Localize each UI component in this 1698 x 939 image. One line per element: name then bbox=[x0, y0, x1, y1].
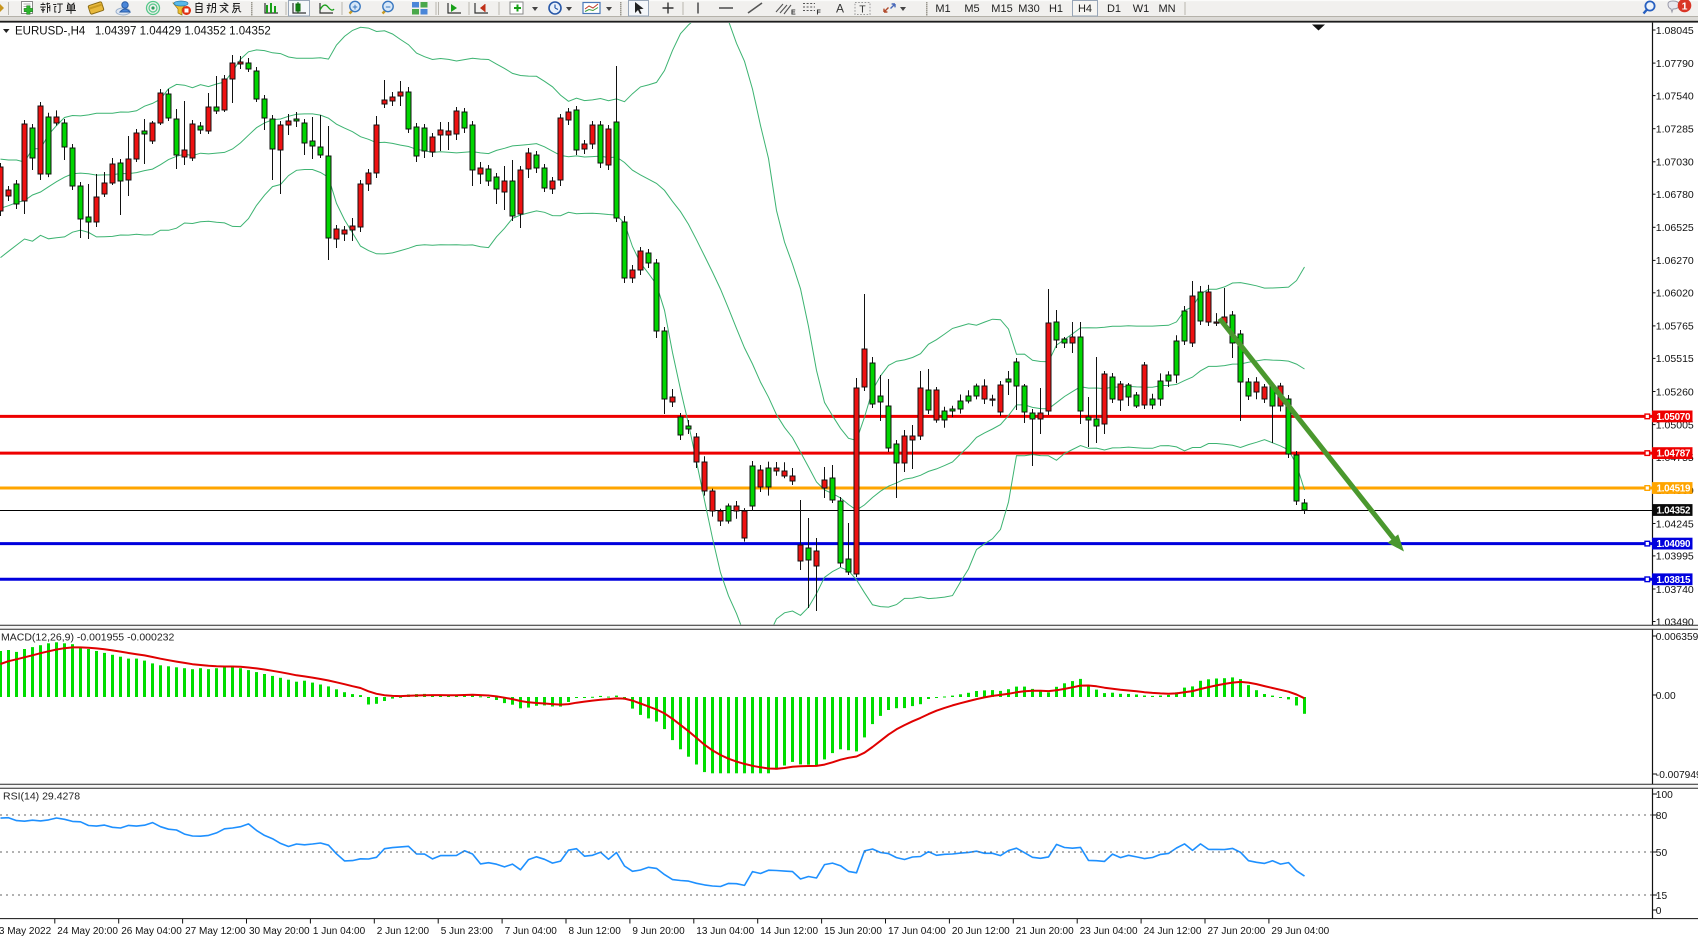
svg-text:2 Jun 12:00: 2 Jun 12:00 bbox=[377, 926, 430, 937]
svg-text:50: 50 bbox=[1656, 848, 1668, 859]
svg-text:27 May 12:00: 27 May 12:00 bbox=[185, 926, 246, 937]
svg-text:W1: W1 bbox=[1133, 3, 1150, 15]
svg-text:1.03815: 1.03815 bbox=[1657, 575, 1691, 586]
svg-text:1.05005: 1.05005 bbox=[1656, 419, 1694, 431]
svg-text:RSI(14) 29.4278: RSI(14) 29.4278 bbox=[3, 791, 80, 803]
svg-text:D1: D1 bbox=[1107, 3, 1121, 15]
svg-text:15: 15 bbox=[1656, 891, 1668, 902]
svg-text:1.04090: 1.04090 bbox=[1657, 539, 1691, 550]
svg-text:1.05765: 1.05765 bbox=[1656, 321, 1694, 333]
svg-text:9 Jun 20:00: 9 Jun 20:00 bbox=[632, 926, 685, 937]
svg-text:24 May 20:00: 24 May 20:00 bbox=[57, 926, 118, 937]
svg-text:8 Jun 12:00: 8 Jun 12:00 bbox=[569, 926, 622, 937]
svg-text:1.04787: 1.04787 bbox=[1657, 449, 1691, 460]
svg-text:1.07790: 1.07790 bbox=[1656, 58, 1694, 70]
svg-text:1.07540: 1.07540 bbox=[1656, 90, 1694, 102]
svg-text:1.08045: 1.08045 bbox=[1656, 25, 1694, 37]
svg-text:0.006359: 0.006359 bbox=[1656, 632, 1698, 643]
svg-text:24 Jun 12:00: 24 Jun 12:00 bbox=[1144, 926, 1202, 937]
svg-text:E: E bbox=[791, 10, 796, 17]
svg-text:1.04519: 1.04519 bbox=[1657, 484, 1691, 495]
svg-text:1.05515: 1.05515 bbox=[1656, 353, 1694, 365]
svg-text:EURUSD-,H4 1.04397 1.04429 1: EURUSD-,H4 1.04397 1.04429 1.04352 1.043… bbox=[15, 26, 271, 38]
svg-text:1.03740: 1.03740 bbox=[1656, 584, 1694, 596]
svg-text:0.00: 0.00 bbox=[1656, 691, 1676, 702]
svg-text:−: − bbox=[385, 2, 390, 12]
svg-text:30 May 20:00: 30 May 20:00 bbox=[249, 926, 310, 937]
svg-text:0: 0 bbox=[1656, 906, 1662, 917]
svg-text:M5: M5 bbox=[964, 3, 979, 15]
svg-text:80: 80 bbox=[1656, 811, 1668, 822]
svg-text:23 May 2022: 23 May 2022 bbox=[0, 926, 52, 937]
svg-text:15 Jun 20:00: 15 Jun 20:00 bbox=[824, 926, 882, 937]
svg-text:13 Jun 04:00: 13 Jun 04:00 bbox=[696, 926, 754, 937]
svg-text:-0.007949: -0.007949 bbox=[1656, 770, 1698, 781]
svg-text:M15: M15 bbox=[991, 3, 1012, 15]
svg-text:T: T bbox=[859, 4, 866, 16]
svg-text:H4: H4 bbox=[1078, 3, 1092, 15]
svg-text:M1: M1 bbox=[935, 3, 950, 15]
svg-text:1 Jun 04:00: 1 Jun 04:00 bbox=[313, 926, 366, 937]
svg-text:1.03995: 1.03995 bbox=[1656, 551, 1694, 563]
svg-text:H1: H1 bbox=[1049, 3, 1063, 15]
svg-text:14 Jun 12:00: 14 Jun 12:00 bbox=[760, 926, 818, 937]
svg-text:23 Jun 04:00: 23 Jun 04:00 bbox=[1080, 926, 1138, 937]
svg-text:1.06780: 1.06780 bbox=[1656, 189, 1694, 201]
svg-text:M30: M30 bbox=[1018, 3, 1039, 15]
svg-text:1.05070: 1.05070 bbox=[1657, 412, 1691, 423]
svg-text:+: + bbox=[352, 2, 357, 12]
svg-text:27 Jun 20:00: 27 Jun 20:00 bbox=[1208, 926, 1266, 937]
svg-text:MACD(12,26,9) -0.001955 -0.000: MACD(12,26,9) -0.001955 -0.000232 bbox=[1, 632, 175, 644]
svg-text:1.07030: 1.07030 bbox=[1656, 157, 1694, 169]
svg-text:1.04245: 1.04245 bbox=[1656, 518, 1694, 530]
svg-text:F: F bbox=[817, 10, 822, 17]
svg-text:1: 1 bbox=[1682, 1, 1688, 13]
svg-text:100: 100 bbox=[1656, 790, 1673, 801]
svg-text:MN: MN bbox=[1158, 3, 1175, 15]
svg-text:7 Jun 04:00: 7 Jun 04:00 bbox=[505, 926, 558, 937]
svg-text:20 Jun 12:00: 20 Jun 12:00 bbox=[952, 926, 1010, 937]
svg-text:17 Jun 04:00: 17 Jun 04:00 bbox=[888, 926, 946, 937]
svg-text:29 Jun 04:00: 29 Jun 04:00 bbox=[1271, 926, 1329, 937]
svg-text:1.05260: 1.05260 bbox=[1656, 386, 1694, 398]
svg-text:1.06020: 1.06020 bbox=[1656, 288, 1694, 300]
svg-text:1.06525: 1.06525 bbox=[1656, 222, 1694, 234]
svg-text:21 Jun 20:00: 21 Jun 20:00 bbox=[1016, 926, 1074, 937]
svg-text:1.04352: 1.04352 bbox=[1657, 506, 1691, 517]
svg-text:1.07285: 1.07285 bbox=[1656, 124, 1694, 136]
svg-text:5 Jun 23:00: 5 Jun 23:00 bbox=[441, 926, 494, 937]
svg-text:1.06270: 1.06270 bbox=[1656, 255, 1694, 267]
svg-text:A: A bbox=[836, 2, 844, 16]
svg-text:26 May 04:00: 26 May 04:00 bbox=[121, 926, 182, 937]
